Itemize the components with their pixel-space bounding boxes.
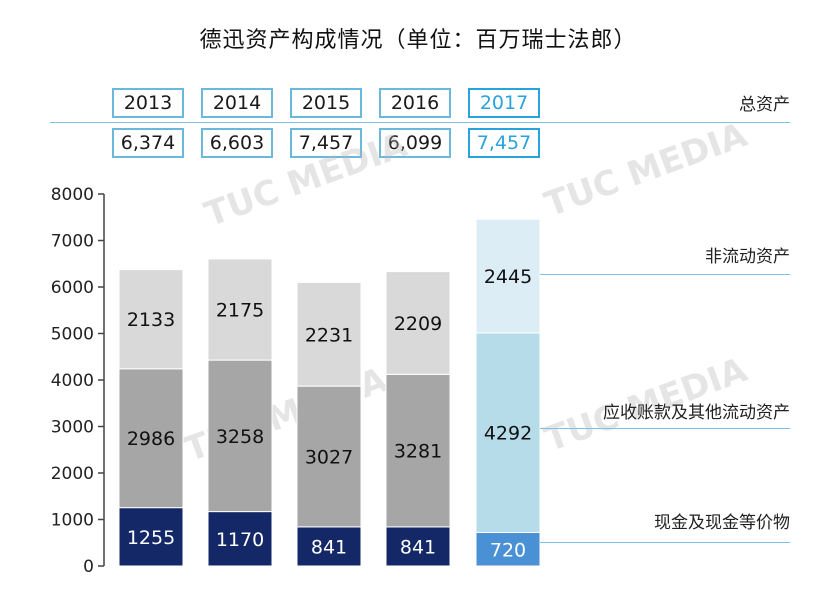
- data-label: 2231: [305, 324, 353, 346]
- bar-cash-2016: [385, 526, 451, 567]
- year-box-2016: 2016: [379, 88, 451, 118]
- data-label: 3027: [305, 447, 353, 469]
- data-label: 841: [400, 536, 436, 558]
- total-box-2017: 7,457: [468, 128, 540, 158]
- year-box-2014: 2014: [201, 88, 273, 118]
- data-label: 2133: [127, 309, 175, 331]
- data-label: 2986: [127, 428, 175, 450]
- data-label: 4292: [484, 423, 532, 445]
- totals-divider: [50, 122, 790, 123]
- total-box-2015: 7,457: [290, 128, 362, 158]
- bar-noncurrent-2013: [118, 269, 184, 370]
- y-tick-label: 7000: [51, 232, 94, 252]
- bar-noncurrent-2016: [385, 271, 451, 375]
- legend-total-assets: 总资产: [739, 95, 790, 115]
- legend-noncurrent-assets: 非流动资产: [705, 247, 790, 267]
- data-label: 2175: [216, 300, 264, 322]
- bar-noncurrent-2014: [207, 258, 273, 361]
- data-label: 2209: [394, 313, 442, 335]
- bar-receivables-2013: [118, 368, 184, 509]
- data-label: 3258: [216, 426, 264, 448]
- bar-cash-2014: [207, 511, 273, 567]
- total-box-2016: 6,099: [379, 128, 451, 158]
- legend-receivables: 应收账款及其他流动资产: [603, 403, 790, 423]
- year-box-2015: 2015: [290, 88, 362, 118]
- legend-line-cash: [540, 542, 790, 543]
- y-tick-label: 8000: [51, 185, 94, 205]
- bar-noncurrent-2017: [475, 218, 541, 334]
- bar-receivables-2016: [385, 373, 451, 528]
- legend-cash: 现金及现金等价物: [654, 513, 790, 533]
- y-tick-label: 0: [83, 557, 94, 577]
- data-label: 841: [311, 536, 347, 558]
- year-box-2017: 2017: [468, 88, 540, 118]
- y-tick-label: 3000: [51, 418, 94, 438]
- y-tick-label: 2000: [51, 464, 94, 484]
- legend-line-noncurrent: [540, 274, 790, 275]
- y-tick-label: 4000: [51, 371, 94, 391]
- bar-receivables-2014: [207, 359, 273, 513]
- data-label: 720: [490, 539, 526, 561]
- year-box-2013: 2013: [112, 88, 184, 118]
- bar-receivables-2017: [475, 332, 541, 534]
- bar-cash-2015: [296, 526, 362, 567]
- data-label: 1255: [127, 527, 175, 549]
- data-label: 2445: [484, 266, 532, 288]
- total-box-2013: 6,374: [112, 128, 184, 158]
- data-label: 1170: [216, 529, 264, 551]
- bar-receivables-2015: [296, 385, 362, 528]
- total-box-2014: 6,603: [201, 128, 273, 158]
- legend-line-receivables: [540, 428, 790, 429]
- bar-cash-2013: [118, 507, 184, 567]
- data-label: 3281: [394, 441, 442, 463]
- y-tick-label: 5000: [51, 325, 94, 345]
- y-tick-label: 1000: [51, 511, 94, 531]
- bar-noncurrent-2015: [296, 281, 362, 387]
- y-tick-label: 6000: [51, 278, 94, 298]
- chart-title: 德迅资产构成情况（单位：百万瑞士法郎）: [199, 28, 637, 53]
